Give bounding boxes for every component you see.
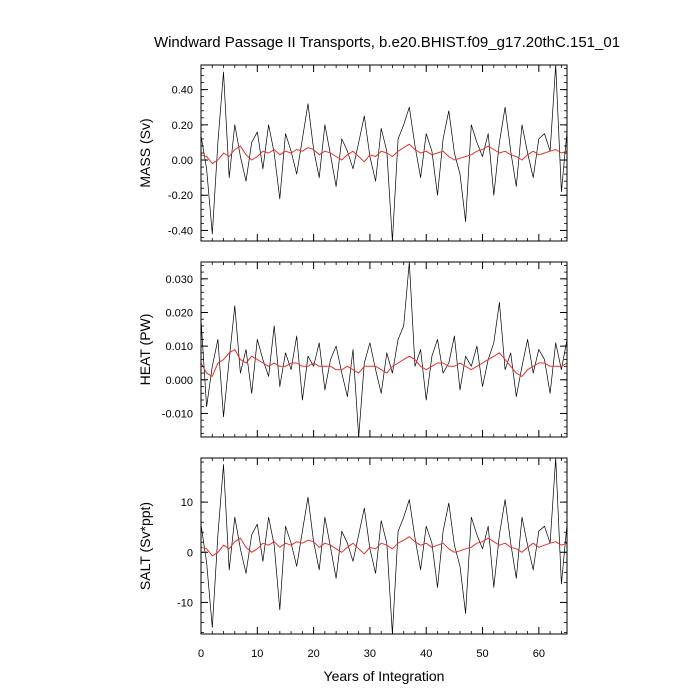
- salt-smooth-series: [200, 536, 568, 557]
- x-tick-label: 60: [533, 648, 545, 660]
- heat-ytick-label: -0.010: [162, 408, 193, 420]
- x-tick-label: 30: [364, 648, 376, 660]
- x-tick-label: 50: [476, 648, 488, 660]
- x-tick-label: 10: [251, 648, 263, 660]
- heat-ytick-label: 0.000: [165, 375, 193, 387]
- salt-y-axis-label: SALT (Sv*ppt): [137, 502, 153, 590]
- panel-heat: -0.010 0.000 0.010 0.020 0.030 HEAT (PW): [137, 261, 568, 438]
- heat-smooth-series: [200, 349, 568, 377]
- mass-raw-series: [200, 64, 568, 242]
- x-axis-label: Years of Integration: [324, 668, 445, 684]
- mass-ytick-label: 0.40: [172, 85, 193, 97]
- mass-ytick-label: -0.40: [168, 225, 193, 237]
- heat-y-axis-label: HEAT (PW): [137, 314, 153, 386]
- salt-plot-frame: [200, 457, 568, 635]
- heat-raw-series: [200, 261, 568, 438]
- mass-ytick-label: 0.20: [172, 120, 193, 132]
- mass-ytick-label: -0.20: [168, 190, 193, 202]
- panel-salt: -10 0 10 SALT (Sv*ppt): [137, 457, 568, 635]
- salt-ytick-label: 10: [181, 497, 193, 509]
- salt-ytick-label: 0: [187, 547, 193, 559]
- panels-group: -0.40 -0.20 0.00 0.20 0.40 MASS (Sv) -0.010 0.0…: [137, 64, 568, 635]
- mass-y-axis-label: MASS (Sv): [137, 118, 153, 187]
- salt-ytick-label: -10: [177, 597, 193, 609]
- x-axis-tick-labels: 0 10 20 30 40 50 60: [198, 648, 545, 660]
- chart-title: Windward Passage II Transports, b.e20.BH…: [154, 34, 620, 51]
- panel-mass: -0.40 -0.20 0.00 0.20 0.40 MASS (Sv): [137, 64, 568, 242]
- mass-ytick-label: 0.00: [172, 155, 193, 167]
- x-tick-label: 40: [420, 648, 432, 660]
- salt-raw-series: [200, 457, 568, 635]
- heat-plot-frame: [200, 261, 568, 438]
- mass-plot-frame: [200, 64, 568, 242]
- mass-smooth-series: [200, 143, 568, 165]
- x-tick-label: 0: [198, 648, 204, 660]
- heat-ytick-label: 0.020: [165, 307, 193, 319]
- x-tick-label: 20: [307, 648, 319, 660]
- heat-ytick-label: 0.030: [165, 274, 193, 286]
- heat-ytick-label: 0.010: [165, 341, 193, 353]
